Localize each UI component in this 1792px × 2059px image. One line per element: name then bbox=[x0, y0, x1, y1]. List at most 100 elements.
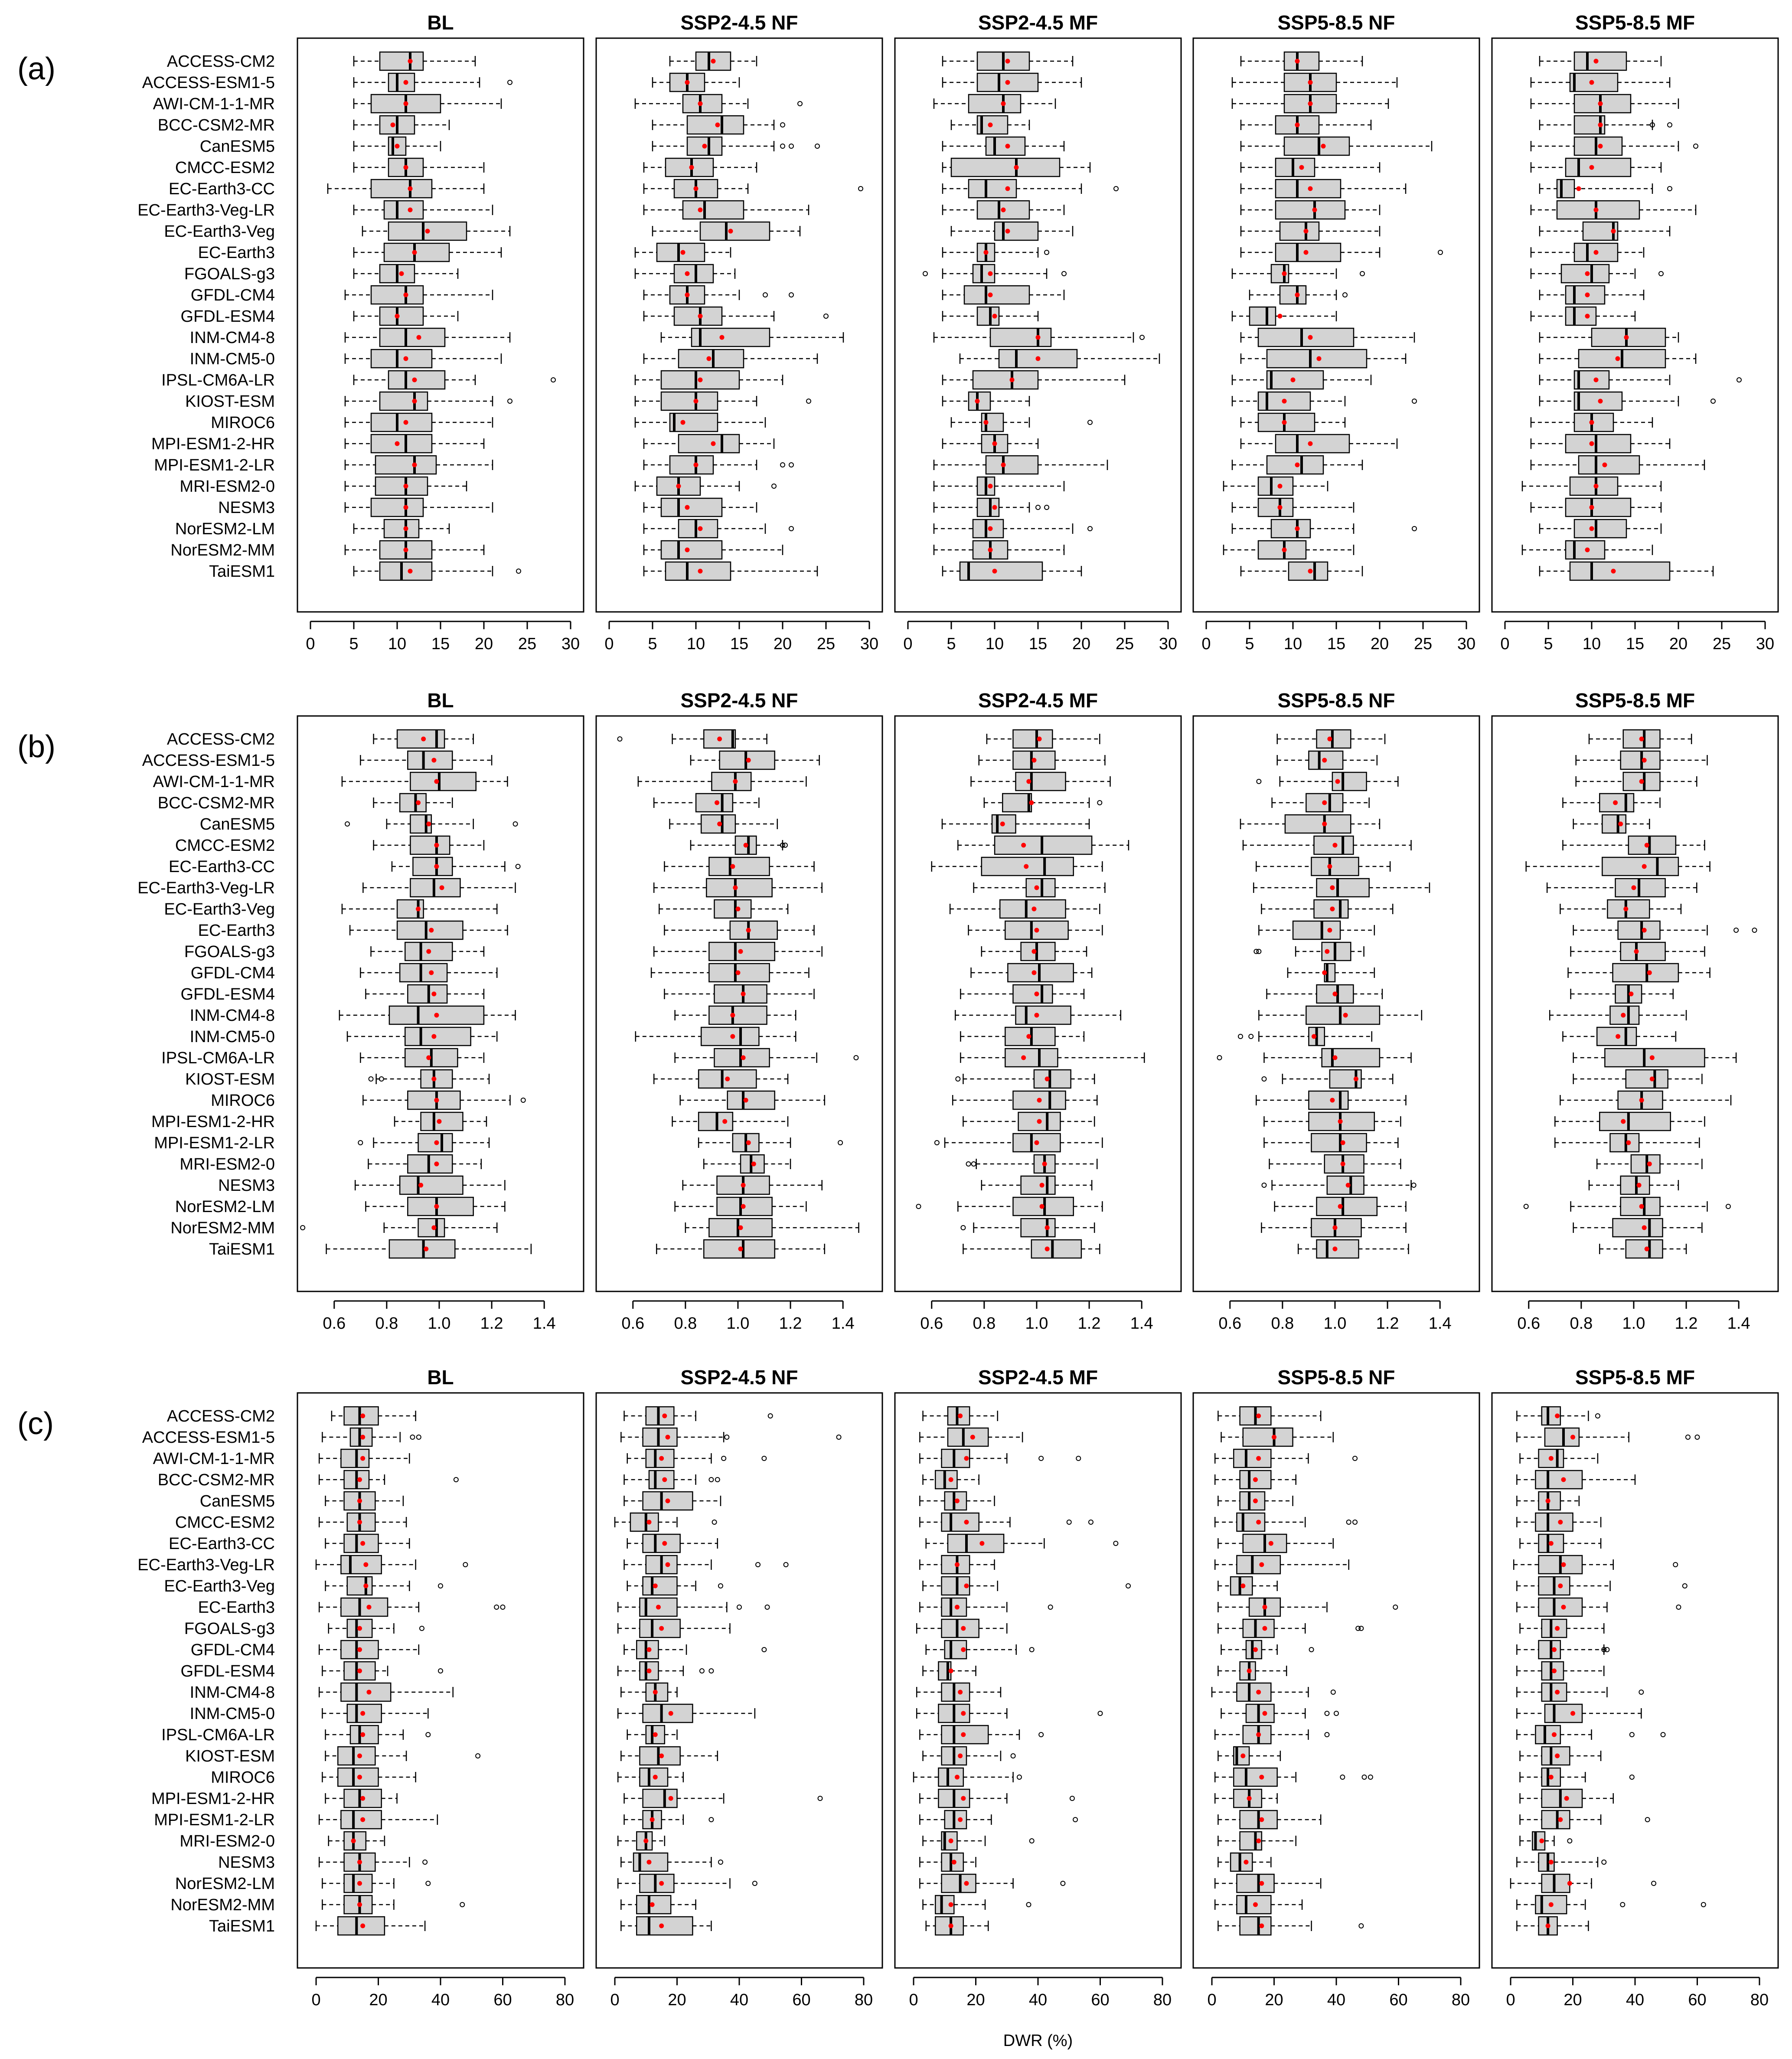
mean-marker bbox=[1253, 1498, 1258, 1503]
box-MRI-ESM2-0 bbox=[1519, 1831, 1573, 1851]
box-IPSL-CM6A-LR bbox=[674, 1048, 859, 1068]
box-AWI-CM-1-1-MR bbox=[637, 771, 807, 791]
box-BCC-CSM2-MR bbox=[373, 793, 453, 813]
iqr-box bbox=[1541, 1618, 1567, 1638]
panel-label: (a) bbox=[17, 52, 55, 86]
box-MPI-ESM1-2-HR bbox=[623, 1788, 823, 1808]
mean-marker bbox=[1332, 1055, 1338, 1060]
iqr-box bbox=[1311, 1133, 1367, 1153]
box-INM-CM5-0 bbox=[1221, 1703, 1339, 1723]
model-label: NorESM2-LM bbox=[175, 1198, 275, 1216]
x-tick-label: 0 bbox=[306, 635, 315, 653]
mean-marker bbox=[988, 292, 993, 297]
box-MIROC6 bbox=[322, 1767, 416, 1787]
mean-marker bbox=[1621, 1013, 1626, 1018]
mean-marker bbox=[1256, 1456, 1261, 1461]
mean-marker bbox=[961, 1711, 966, 1716]
iqr-box bbox=[740, 1154, 765, 1174]
iqr-box bbox=[1620, 1175, 1650, 1195]
subplot-4: SSP5-8.5 MF 0.6 0.8 1.0 1.2 1.4 bbox=[1491, 689, 1779, 1333]
box-EC-Earth3-Veg-LR bbox=[623, 1555, 789, 1575]
box-MRI-ESM2-0 bbox=[344, 476, 467, 496]
box-FGOALS-g3 bbox=[617, 1618, 731, 1638]
box-INM-CM4-8 bbox=[660, 327, 844, 347]
outlier-point bbox=[1601, 1647, 1607, 1652]
iqr-box bbox=[727, 1090, 775, 1110]
mean-marker bbox=[698, 207, 703, 212]
box-FGOALS-g3 bbox=[1570, 941, 1705, 961]
mean-marker bbox=[434, 1098, 439, 1103]
model-label: MRI-ESM2-0 bbox=[180, 477, 275, 496]
box-TaiESM1 bbox=[620, 1916, 712, 1936]
mean-marker bbox=[1593, 484, 1599, 489]
box-MRI-ESM2-0 bbox=[1223, 476, 1328, 496]
mean-marker bbox=[1005, 186, 1010, 191]
box-EC-Earth3-Veg bbox=[1516, 1576, 1688, 1596]
model-label: GFDL-CM4 bbox=[191, 286, 275, 304]
box-AWI-CM-1-1-MR bbox=[919, 1448, 1081, 1468]
iqr-box bbox=[420, 1069, 453, 1089]
outlier-point bbox=[1595, 1413, 1600, 1418]
outlier-point bbox=[1087, 420, 1093, 425]
mean-marker bbox=[1034, 885, 1039, 890]
box-NorESM2-LM bbox=[1231, 519, 1417, 539]
box-FGOALS-g3 bbox=[353, 264, 459, 284]
mean-marker bbox=[1026, 1034, 1031, 1039]
box-KIOST-ESM bbox=[942, 391, 1030, 411]
mean-marker bbox=[1037, 1098, 1042, 1103]
box-MIROC6 bbox=[1530, 412, 1653, 432]
mean-marker bbox=[1585, 547, 1590, 552]
box-AWI-CM-1-1-MR bbox=[933, 94, 1056, 114]
subplot-2: SSP2-4.5 MF 0 20 40 60 80 bbox=[894, 1366, 1182, 2009]
box-TaiESM1 bbox=[925, 1916, 989, 1936]
outlier-point bbox=[764, 1605, 770, 1610]
box-NESM3 bbox=[919, 1852, 976, 1872]
box-NESM3 bbox=[933, 497, 1049, 517]
box-INM-CM4-8 bbox=[1549, 1005, 1687, 1025]
outlier-point bbox=[1411, 1183, 1417, 1188]
box-CanESM5 bbox=[1530, 136, 1698, 156]
mean-marker bbox=[1548, 1541, 1554, 1546]
outlier-point bbox=[934, 1140, 940, 1145]
iqr-box bbox=[370, 285, 424, 305]
box-MPI-ESM1-2-HR bbox=[963, 1111, 1095, 1131]
box-CanESM5 bbox=[325, 1491, 404, 1511]
box-IPSL-CM6A-LR bbox=[627, 1725, 678, 1745]
x-tick-label: 15 bbox=[1327, 635, 1345, 653]
plot-frame bbox=[1491, 715, 1779, 1292]
mean-marker bbox=[650, 1902, 655, 1907]
mean-marker bbox=[1576, 186, 1581, 191]
iqr-box bbox=[379, 51, 424, 71]
box-ACCESS-ESM1-5 bbox=[978, 750, 1106, 770]
mean-marker bbox=[366, 1690, 372, 1695]
box-MPI-ESM1-2-HR bbox=[1519, 1788, 1614, 1808]
x-tick-label: 20 bbox=[966, 1991, 985, 2009]
box-MPI-ESM1-2-LR bbox=[933, 455, 1108, 475]
box-EC-Earth3-CC bbox=[327, 179, 485, 199]
mean-marker bbox=[1259, 1881, 1264, 1886]
x-tick-label: 0.8 bbox=[375, 1314, 398, 1333]
box-CanESM5 bbox=[623, 1491, 721, 1511]
box-EC-Earth3-Veg bbox=[325, 1576, 443, 1596]
box-MPI-ESM1-2-HR bbox=[1214, 1788, 1278, 1808]
model-label: ACCESS-ESM1-5 bbox=[142, 1428, 275, 1447]
box-IPSL-CM6A-LR bbox=[1217, 1048, 1412, 1068]
subplot-title: BL bbox=[427, 1366, 454, 1389]
box-INM-CM4-8 bbox=[1240, 327, 1415, 347]
x-tick-label: 1.0 bbox=[1324, 1314, 1347, 1333]
box-BCC-CSM2-MR bbox=[353, 115, 450, 135]
box-CMCC-ESM2 bbox=[318, 1512, 407, 1532]
box-ACCESS-ESM1-5 bbox=[322, 1427, 421, 1447]
box-GFDL-CM4 bbox=[1221, 1640, 1314, 1660]
mean-marker bbox=[1295, 292, 1300, 297]
box-ACCESS-ESM1-5 bbox=[1276, 750, 1378, 770]
x-tick-label: 25 bbox=[1116, 635, 1134, 653]
model-label: EC-Earth3-Veg-LR bbox=[137, 1556, 275, 1574]
model-label: GFDL-CM4 bbox=[191, 964, 275, 982]
x-tick-label: 0.6 bbox=[1218, 1314, 1241, 1333]
mean-marker bbox=[735, 970, 741, 975]
box-ACCESS-ESM1-5 bbox=[652, 72, 740, 92]
x-tick-label: 20 bbox=[1669, 635, 1688, 653]
mean-marker bbox=[958, 1753, 963, 1758]
box-GFDL-CM4 bbox=[643, 285, 794, 305]
